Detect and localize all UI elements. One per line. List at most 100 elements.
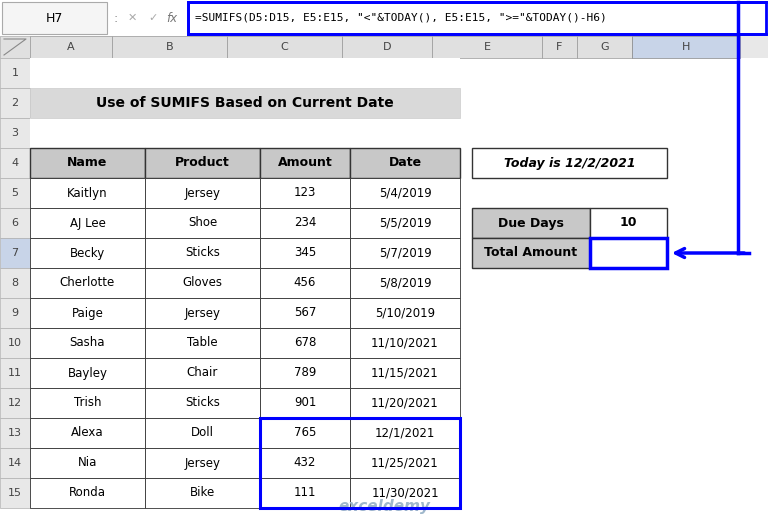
Text: Jersey: Jersey	[184, 457, 220, 469]
Text: 5/5/2019: 5/5/2019	[379, 216, 432, 229]
Bar	[350, 328, 460, 358]
Bar	[145, 418, 260, 448]
Bar	[260, 388, 350, 418]
Bar	[30, 238, 145, 268]
Text: 7: 7	[12, 248, 18, 258]
Text: 111: 111	[293, 487, 316, 499]
Text: Sticks: Sticks	[185, 396, 220, 410]
Text: Date: Date	[389, 156, 422, 170]
Text: 10: 10	[620, 216, 637, 229]
Bar	[145, 118, 260, 148]
Text: 11/25/2021: 11/25/2021	[371, 457, 439, 469]
Bar	[30, 118, 145, 148]
Bar	[590, 238, 667, 268]
Bar	[260, 268, 350, 298]
Text: :: :	[114, 12, 118, 25]
Text: Kaitlyn: Kaitlyn	[67, 186, 108, 200]
Text: 789: 789	[294, 366, 316, 380]
Text: E: E	[484, 42, 491, 52]
Text: 5/4/2019: 5/4/2019	[379, 186, 432, 200]
Bar	[0, 148, 30, 178]
Bar	[145, 268, 260, 298]
Bar	[260, 478, 350, 508]
Bar	[260, 298, 350, 328]
Bar	[0, 298, 30, 328]
Bar	[0, 418, 30, 448]
Bar	[542, 36, 577, 58]
Text: 12: 12	[8, 398, 22, 408]
Bar	[30, 148, 145, 178]
Bar	[342, 36, 432, 58]
Text: Cherlotte: Cherlotte	[60, 277, 115, 289]
Bar	[350, 58, 460, 88]
Text: 11/20/2021: 11/20/2021	[371, 396, 439, 410]
Text: Gloves: Gloves	[183, 277, 223, 289]
Text: 1: 1	[12, 68, 18, 78]
Bar	[145, 358, 260, 388]
Bar	[350, 148, 460, 178]
Text: Use of SUMIFS Based on Current Date: Use of SUMIFS Based on Current Date	[96, 96, 394, 110]
Bar	[145, 448, 260, 478]
Text: 1308: 1308	[611, 247, 646, 259]
Bar	[0, 36, 30, 58]
Text: 11/10/2021: 11/10/2021	[371, 337, 439, 350]
Text: 8: 8	[12, 278, 18, 288]
Bar	[145, 148, 260, 178]
Text: 10: 10	[8, 338, 22, 348]
Text: 123: 123	[294, 186, 316, 200]
Bar	[0, 388, 30, 418]
Text: 3: 3	[12, 128, 18, 138]
Text: Trish: Trish	[74, 396, 101, 410]
Text: Sticks: Sticks	[185, 247, 220, 259]
Text: Sasha: Sasha	[70, 337, 105, 350]
Text: Nia: Nia	[78, 457, 98, 469]
Text: 456: 456	[294, 277, 316, 289]
Text: Jersey: Jersey	[184, 307, 220, 320]
Text: 14: 14	[8, 458, 22, 468]
Text: Becky: Becky	[70, 247, 105, 259]
Text: Chair: Chair	[187, 366, 218, 380]
Text: 12/1/2021: 12/1/2021	[375, 426, 435, 439]
Bar	[432, 36, 542, 58]
Bar	[260, 118, 350, 148]
Text: Bayley: Bayley	[68, 366, 108, 380]
Text: Product: Product	[175, 156, 230, 170]
Bar	[0, 358, 30, 388]
Bar	[260, 328, 350, 358]
Bar	[30, 328, 145, 358]
Bar	[577, 36, 632, 58]
Text: C: C	[280, 42, 288, 52]
Text: Table: Table	[187, 337, 218, 350]
Text: 5: 5	[12, 188, 18, 198]
Text: fx: fx	[167, 12, 177, 25]
Bar	[260, 418, 460, 508]
Bar	[30, 388, 145, 418]
Bar	[0, 88, 30, 118]
Text: 6: 6	[12, 218, 18, 228]
Text: Today is 12/2/2021: Today is 12/2/2021	[504, 156, 635, 170]
Bar	[188, 2, 766, 34]
Bar	[30, 208, 145, 238]
Bar	[0, 478, 30, 508]
Text: Amount: Amount	[277, 156, 333, 170]
Bar	[260, 178, 350, 208]
Bar	[260, 358, 350, 388]
Bar	[350, 298, 460, 328]
Bar	[0, 268, 30, 298]
Text: Paige: Paige	[71, 307, 104, 320]
Bar	[30, 298, 145, 328]
Text: 234: 234	[294, 216, 316, 229]
Bar	[145, 388, 260, 418]
Bar	[145, 178, 260, 208]
Text: 11: 11	[8, 368, 22, 378]
Bar	[0, 36, 768, 58]
Text: 678: 678	[294, 337, 316, 350]
Bar	[30, 178, 145, 208]
Text: D: D	[382, 42, 391, 52]
Text: B: B	[166, 42, 174, 52]
Text: 5/8/2019: 5/8/2019	[379, 277, 432, 289]
Text: 345: 345	[294, 247, 316, 259]
Text: Name: Name	[68, 156, 108, 170]
Text: 765: 765	[294, 426, 316, 439]
Bar	[112, 36, 227, 58]
